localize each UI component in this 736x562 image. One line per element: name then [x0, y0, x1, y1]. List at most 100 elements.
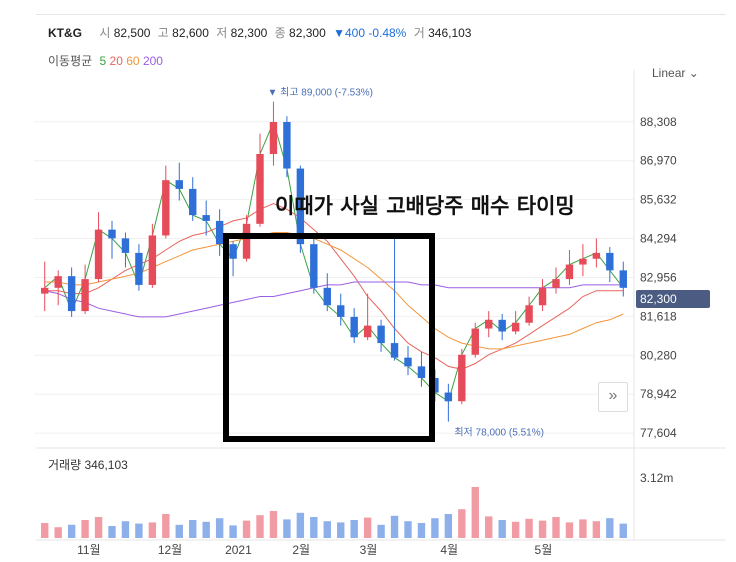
candle-body: [256, 154, 264, 224]
candle-body: [592, 252, 601, 259]
volume-bar: [525, 518, 533, 538]
candle-body: [229, 244, 237, 259]
volume-bar: [619, 523, 627, 538]
volume-bar: [215, 518, 224, 538]
volume-bar: [310, 517, 318, 538]
candle-body: [310, 244, 318, 288]
volume-bar: [135, 523, 143, 538]
volume-label: 거: [413, 26, 425, 40]
volume-bar: [485, 516, 493, 538]
candle-body: [337, 305, 345, 317]
x-tick-label: 2021: [225, 543, 252, 557]
candle-body: [202, 215, 210, 221]
high-marker: ▼ 최고 89,000 (-7.53%): [267, 87, 373, 99]
scroll-latest-button[interactable]: »: [598, 382, 628, 412]
volume-bar: [148, 522, 157, 538]
volume-bar: [337, 522, 345, 538]
candle-body: [606, 252, 614, 271]
volume-bar: [498, 520, 506, 538]
volume-bar: [202, 521, 210, 538]
candle-body: [269, 122, 278, 154]
candle-body: [471, 328, 479, 355]
close-value: 82,300: [289, 26, 326, 40]
y-tick-label: 78,942: [640, 387, 677, 401]
y-tick-label: 77,604: [640, 426, 677, 440]
candle-body: [458, 354, 466, 402]
volume-bar: [363, 517, 372, 538]
x-tick-label: 2월: [292, 543, 310, 557]
scale-dropdown[interactable]: Linear ⌄: [652, 66, 699, 80]
open-label: 시: [99, 26, 111, 40]
candle-body: [41, 287, 49, 294]
price-change: ▼400 -0.48%: [333, 26, 407, 40]
volume-bar: [350, 520, 358, 538]
candle-body: [511, 322, 520, 332]
volume-bar: [175, 524, 183, 538]
volume-bar: [41, 523, 49, 538]
candle-body: [565, 264, 574, 280]
volume-bar: [565, 522, 574, 538]
low-value: 82,300: [230, 26, 268, 40]
current-price-tag: 82,300: [636, 290, 710, 308]
volume-bar: [283, 519, 291, 538]
candle-body: [552, 279, 560, 288]
scale-label: Linear: [652, 66, 686, 80]
volume-axis-label: 3.12m: [640, 471, 673, 485]
ma200-legend[interactable]: 200: [142, 54, 163, 68]
volume-bar: [417, 523, 426, 538]
volume-bar: [579, 519, 587, 538]
candle-body: [525, 305, 533, 323]
y-tick-label: 86,970: [640, 154, 677, 168]
low-label: 저: [216, 26, 228, 40]
volume-bar: [458, 509, 466, 538]
candle-body: [148, 235, 157, 285]
volume-bar: [377, 524, 385, 538]
volume-bar: [323, 521, 331, 538]
low-marker: 최저 78,000 (5.51%): [454, 427, 544, 439]
y-tick-label: 84,294: [640, 232, 677, 246]
ma60-legend[interactable]: 60: [126, 54, 140, 68]
volume-bar: [471, 487, 479, 538]
candle-body: [390, 343, 399, 358]
close-label: 종: [274, 26, 286, 40]
moving-average-legend: 이동평균 5 20 60 200: [48, 52, 163, 69]
ma5-legend[interactable]: 5: [99, 54, 107, 68]
candle-body: [404, 357, 412, 367]
volume-bar: [108, 526, 116, 538]
y-tick-label: 82,956: [640, 270, 677, 284]
volume-bar: [269, 511, 278, 538]
volume-bar: [256, 515, 264, 538]
double-chevron-right-icon: »: [608, 387, 618, 404]
candle-body: [485, 319, 493, 329]
top-divider: [36, 14, 726, 15]
ma-legend-label: 이동평균: [48, 54, 93, 68]
x-tick-label: 4월: [440, 543, 458, 557]
volume-bar: [404, 521, 412, 538]
y-tick-label: 81,618: [640, 309, 677, 323]
chevron-down-icon: ⌄: [688, 66, 699, 80]
candle-body: [323, 287, 331, 306]
volume-bar: [552, 517, 560, 538]
volume-bar: [121, 521, 130, 538]
high-value: 82,600: [172, 26, 209, 40]
x-tick-label: 3월: [360, 543, 378, 557]
volume-bar: [511, 521, 520, 538]
volume-bar: [538, 520, 547, 538]
volume-bar: [606, 518, 614, 538]
candle-body: [296, 168, 305, 245]
ma-line-200: [44, 281, 624, 318]
volume-value: 346,103: [428, 26, 472, 40]
volume-bar: [431, 518, 439, 538]
ma20-legend[interactable]: 20: [109, 54, 123, 68]
volume-panel-title: 거래량 346,103: [48, 458, 128, 472]
high-label: 고: [157, 26, 169, 40]
candle-body: [215, 220, 224, 245]
candle-body: [363, 325, 372, 338]
volume-bar: [94, 517, 103, 538]
annotation-text: 이때가 사실 고배당주 매수 타이밍: [275, 194, 575, 218]
volume-bar: [229, 525, 237, 538]
stock-symbol: KT&G: [48, 26, 82, 40]
y-tick-label: 80,280: [640, 348, 677, 362]
y-tick-label: 88,308: [640, 115, 677, 129]
